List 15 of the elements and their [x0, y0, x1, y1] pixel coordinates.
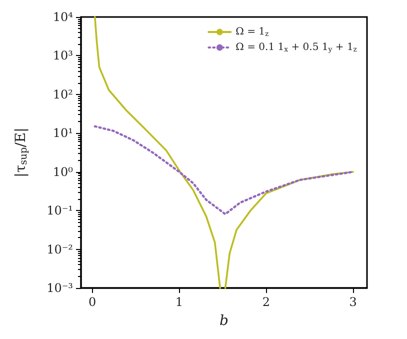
y-tick-label: 10⁻¹ — [46, 204, 73, 218]
y-tick-label: 10³ — [52, 48, 74, 63]
y-axis-title: |τsup/E| — [13, 128, 30, 178]
x-axis-title: b — [220, 313, 229, 329]
y-tick-label: 10² — [52, 87, 74, 102]
y-tick-label: 10⁴ — [52, 10, 74, 24]
y-tick-label: 10⁻³ — [46, 281, 74, 295]
x-tick-label: 1 — [175, 295, 184, 309]
y-tick-label: 10⁻² — [46, 242, 74, 256]
x-tick-label: 2 — [262, 295, 270, 309]
x-tick-label: 0 — [88, 295, 96, 309]
y-tick-label: 10¹ — [52, 126, 73, 140]
line-series — [94, 125, 354, 216]
x-tick-label: 3 — [349, 295, 357, 309]
y-tick-label: 10⁰ — [52, 164, 74, 179]
